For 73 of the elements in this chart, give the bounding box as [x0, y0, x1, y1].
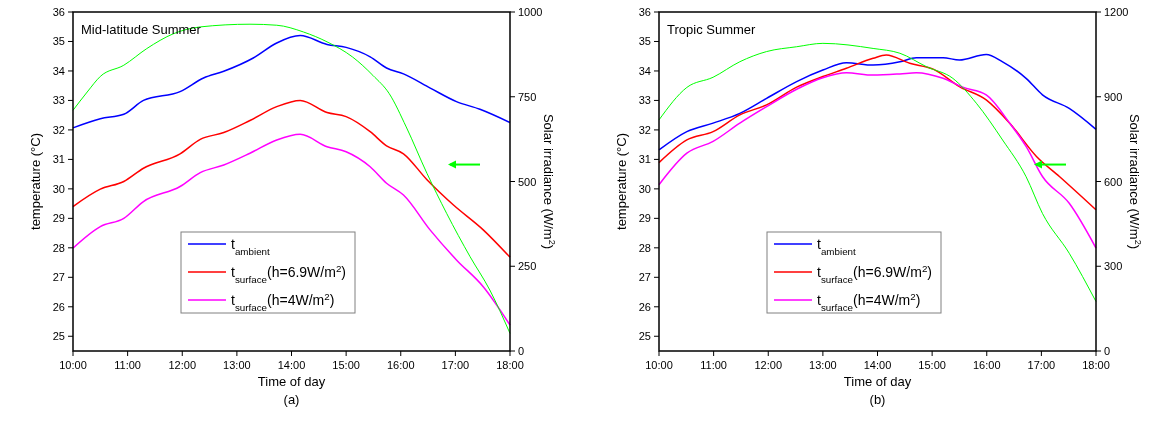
y2-tick-label: 1200	[1104, 6, 1129, 18]
x-tick-label: 18:00	[1082, 359, 1110, 371]
x-tick-label: 12:00	[754, 359, 783, 371]
y2-tick-label: 300	[1104, 260, 1123, 273]
y2-tick-label: 500	[518, 175, 537, 188]
y2-tick-label: 600	[1104, 175, 1123, 188]
y-tick-label: 26	[52, 300, 65, 313]
y-tick-label: 26	[638, 300, 651, 313]
legend-label: t$_{surface}$(h=4W/m$^{2}$)	[231, 290, 335, 313]
y-axis-title: temperature (°C)	[28, 133, 43, 230]
y-tick-label: 32	[638, 123, 651, 136]
y-tick-label: 31	[638, 153, 651, 166]
y-tick-label: 35	[638, 35, 651, 48]
legend-label: t$_{ambient}$	[231, 236, 271, 257]
y2-tick-label: 1000	[518, 6, 543, 18]
line-series	[658, 54, 1097, 211]
x-tick-label: 18:00	[496, 359, 524, 371]
x-tick-label: 13:00	[223, 359, 251, 371]
y-tick-label: 35	[52, 35, 65, 48]
legend-label: t$_{surface}$(h=4W/m$^{2}$)	[817, 290, 921, 313]
y-tick-label: 33	[638, 94, 651, 107]
text: Mid-latitude Summer	[81, 22, 202, 37]
x-tick-label: 16:00	[972, 359, 1001, 371]
x-tick-label: 16:00	[386, 359, 415, 371]
y-tick-label: 29	[52, 212, 65, 225]
y-tick-label: 34	[52, 64, 65, 77]
y-tick-label: 27	[638, 271, 651, 284]
line-series	[658, 53, 1097, 151]
y-tick-label: 36	[52, 6, 65, 18]
y-tick-label: 25	[638, 330, 651, 343]
x-tick-label: 17:00	[441, 359, 470, 371]
x-tick-label: 11:00	[114, 359, 141, 371]
y-tick-label: 33	[52, 94, 65, 107]
y-tick-label: 28	[638, 241, 651, 254]
y2-tick-label: 0	[1104, 345, 1111, 357]
y2-tick-label: 900	[1104, 90, 1123, 103]
y-tick-label: 25	[52, 330, 65, 343]
legend-label: t$_{ambient}$	[817, 236, 857, 257]
line-series	[72, 99, 511, 259]
y-axis-title: temperature (°C)	[614, 133, 629, 230]
y-tick-label: 34	[638, 64, 651, 77]
x-tick-label: 14:00	[277, 359, 306, 371]
y2-tick-label: 750	[518, 90, 537, 103]
y2-tick-label: 0	[518, 345, 525, 357]
x-tick-label: 13:00	[809, 359, 837, 371]
y2-tick-label: 250	[518, 260, 537, 273]
x-axis-title: Time of day	[843, 374, 912, 389]
y-tick-label: 30	[638, 182, 651, 195]
y-tick-label: 31	[52, 153, 65, 166]
x-tick-label: 11:00	[700, 359, 727, 371]
y-tick-label: 36	[638, 6, 651, 18]
text: (b)	[869, 392, 886, 407]
line-series	[72, 23, 511, 334]
legend-label: t$_{surface}$(h=6.9W/m$^{2}$)	[817, 262, 933, 285]
line-series	[658, 71, 1097, 249]
x-tick-label: 10:00	[645, 359, 673, 371]
text: (a)	[283, 392, 300, 407]
x-tick-label: 15:00	[332, 359, 360, 371]
text: Tropic Summer	[667, 22, 757, 37]
x-tick-label: 10:00	[59, 359, 87, 371]
x-tick-label: 17:00	[1027, 359, 1056, 371]
x-axis-title: Time of day	[257, 374, 326, 389]
x-tick-label: 14:00	[863, 359, 892, 371]
x-tick-label: 12:00	[168, 359, 197, 371]
line-series	[72, 133, 511, 326]
y-tick-label: 30	[52, 182, 65, 195]
y-tick-label: 29	[638, 212, 651, 225]
legend-label: t$_{surface}$(h=6.9W/m$^{2}$)	[231, 262, 347, 285]
y-tick-label: 27	[52, 271, 65, 284]
line-series	[72, 34, 511, 129]
x-tick-label: 15:00	[918, 359, 946, 371]
y-tick-label: 32	[52, 123, 65, 136]
y-tick-label: 28	[52, 241, 65, 254]
